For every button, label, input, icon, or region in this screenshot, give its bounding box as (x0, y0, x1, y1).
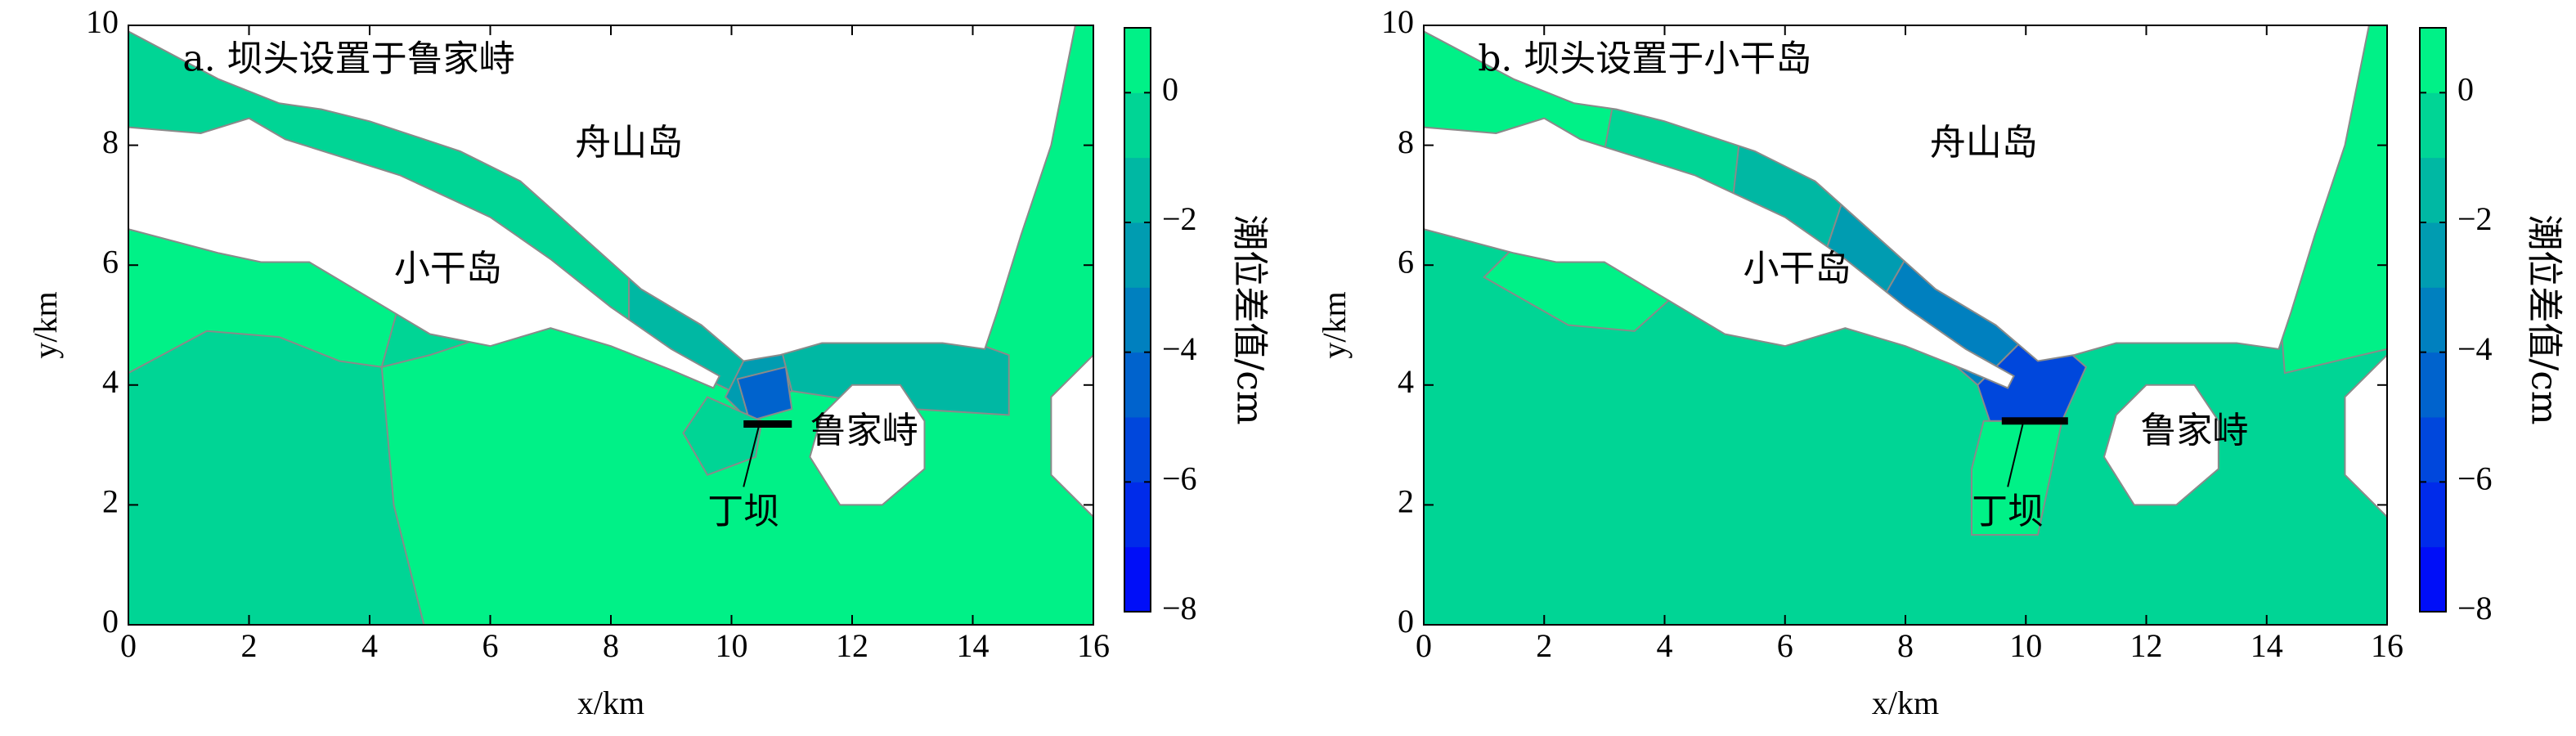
colorbar-band (2420, 222, 2446, 288)
y-tick-label: 10 (86, 3, 119, 40)
land (128, 25, 1076, 362)
colorbar-tick-label: 0 (2457, 71, 2474, 108)
y-tick-label: 4 (1398, 363, 1414, 400)
land (2344, 353, 2387, 518)
x-tick-label: 12 (836, 627, 868, 664)
contour-region (682, 396, 763, 476)
y-tick-label: 8 (102, 123, 119, 160)
annotation: 丁坝 (1972, 491, 2044, 532)
colorbar-tick-label: −2 (1162, 200, 1197, 237)
x-tick-label: 14 (2251, 627, 2283, 664)
x-tick-label: 16 (2371, 627, 2403, 664)
colorbar-frame (1124, 27, 1151, 613)
annotation: 小干岛 (394, 248, 502, 289)
x-tick-label: 10 (716, 627, 748, 664)
annotation: 小干岛 (1743, 248, 1851, 289)
colorbar-band (2420, 287, 2446, 353)
colorbar-tick-label: −4 (2457, 330, 2493, 367)
x-axis-label: x/km (1872, 684, 1939, 721)
leader-line (743, 426, 760, 487)
x-tick-label: 10 (2009, 627, 2042, 664)
y-tick-label: 0 (102, 603, 119, 640)
x-tick-label: 8 (603, 627, 619, 664)
colorbar-band (1124, 417, 1151, 482)
colorbar-label: 潮位差值/cm (2524, 214, 2565, 424)
annotation: 舟山岛 (575, 122, 683, 164)
x-tick-label: 0 (120, 627, 137, 664)
colorbar-band (1124, 287, 1151, 353)
colorbar-tick-label: 0 (1162, 71, 1178, 108)
annotation: 舟山岛 (1930, 122, 2038, 164)
y-tick-label: 8 (1398, 123, 1414, 160)
colorbar-band (1124, 222, 1151, 288)
colorbar-band (2420, 482, 2446, 548)
colorbar-label: 潮位差值/cm (1229, 214, 1271, 424)
plot-area (1424, 25, 2387, 625)
plot-area (128, 25, 1093, 625)
x-tick-label: 2 (1536, 627, 1552, 664)
y-tick-label: 6 (1398, 243, 1414, 280)
colorbar-tick-label: −6 (2457, 460, 2493, 497)
contour-region (736, 366, 793, 423)
land (1424, 117, 2015, 389)
x-tick-label: 8 (1897, 627, 1914, 664)
colorbar-band (2420, 417, 2446, 482)
colorbar-band (2420, 92, 2446, 159)
x-tick-label: 4 (1657, 627, 1673, 664)
colorbar-band (2420, 157, 2446, 223)
contour-region (128, 330, 425, 625)
colorbar-tick-label: −6 (1162, 460, 1197, 497)
land (128, 117, 721, 389)
y-axis-label: y/km (1316, 291, 1353, 358)
y-tick-label: 0 (1398, 603, 1414, 640)
colorbar-band (1124, 482, 1151, 548)
x-axis-label: x/km (577, 684, 644, 721)
y-tick-label: 4 (102, 363, 119, 400)
x-tick-label: 12 (2130, 627, 2163, 664)
panel-title: b. 坝头设置于小干岛 (1478, 38, 1811, 79)
y-tick-label: 2 (1398, 483, 1414, 520)
colorbar-tick-label: −2 (2457, 200, 2493, 237)
colorbar-band (2420, 352, 2446, 418)
annotation: 鲁家峙 (810, 410, 918, 451)
y-axis-label: y/km (27, 291, 64, 358)
x-tick-label: 0 (1416, 627, 1432, 664)
colorbar-band (1124, 546, 1151, 613)
x-tick-label: 4 (361, 627, 378, 664)
colorbar-band (1124, 157, 1151, 223)
annotation: 丁坝 (707, 491, 779, 532)
colorbar-frame (2419, 27, 2447, 613)
x-tick-label: 6 (1777, 627, 1793, 664)
colorbar-band (1124, 352, 1151, 418)
x-tick-label: 2 (241, 627, 258, 664)
land (1424, 25, 2370, 362)
x-tick-label: 16 (1077, 627, 1110, 664)
x-tick-label: 14 (957, 627, 990, 664)
y-tick-label: 6 (102, 243, 119, 280)
colorbar-tick-label: −8 (1162, 590, 1197, 626)
leader-line (2007, 424, 2024, 487)
colorbar-band (1124, 92, 1151, 159)
colorbar-band (1124, 28, 1151, 93)
colorbar-band (2420, 546, 2446, 613)
y-tick-label: 10 (1381, 3, 1414, 40)
y-tick-label: 2 (102, 483, 119, 520)
colorbar-band (2420, 28, 2446, 93)
land (809, 384, 926, 506)
panel-title: a. 坝头设置于鲁家峙 (182, 38, 514, 79)
colorbar-tick-label: −8 (2457, 590, 2493, 626)
land (1050, 353, 1093, 518)
land (2103, 384, 2219, 506)
x-tick-label: 6 (482, 627, 499, 664)
colorbar-tick-label: −4 (1162, 330, 1197, 367)
annotation: 鲁家峙 (2140, 410, 2248, 451)
